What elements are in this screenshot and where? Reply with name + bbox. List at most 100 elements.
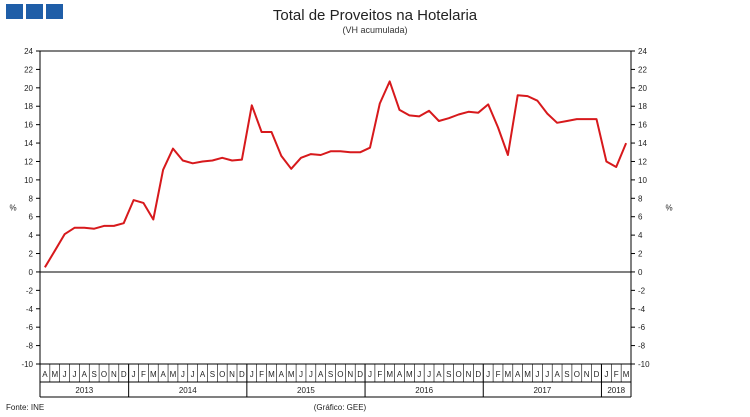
y-tick-label-left: -6 <box>26 323 34 332</box>
y-tick-label-right: 24 <box>638 47 647 56</box>
x-month-label: A <box>515 370 521 379</box>
x-month-label: O <box>337 370 343 379</box>
x-month-label: M <box>386 370 393 379</box>
x-month-label: J <box>72 370 76 379</box>
y-tick-label-right: 16 <box>638 121 647 130</box>
x-month-label: F <box>496 370 501 379</box>
y-axis-label-left: % <box>9 204 16 213</box>
logo-square <box>46 4 63 19</box>
x-month-label: J <box>368 370 372 379</box>
y-tick-label-right: -6 <box>638 323 646 332</box>
y-tick-label-left: 0 <box>29 268 34 277</box>
x-month-label: N <box>466 370 472 379</box>
y-tick-label-right: 12 <box>638 157 647 166</box>
x-year-label: 2016 <box>415 386 433 395</box>
x-month-label: J <box>535 370 539 379</box>
x-month-label: F <box>614 370 619 379</box>
x-month-label: D <box>121 370 127 379</box>
y-tick-label-right: 8 <box>638 194 643 203</box>
logo-square <box>26 4 43 19</box>
x-month-label: J <box>132 370 136 379</box>
chart-title: Total de Proveitos na Hotelaria <box>272 7 478 24</box>
y-tick-label-left: 24 <box>24 47 33 56</box>
ine-logo-icon <box>6 4 63 19</box>
x-month-label: F <box>141 370 146 379</box>
x-month-label: O <box>574 370 580 379</box>
x-month-label: F <box>259 370 264 379</box>
x-month-label: D <box>239 370 245 379</box>
x-month-label: N <box>347 370 353 379</box>
x-month-label: J <box>604 370 608 379</box>
y-tick-label-right: 6 <box>638 213 643 222</box>
y-tick-label-right: 14 <box>638 139 647 148</box>
chart-subtitle: (VH acumulada) <box>342 25 408 35</box>
y-tick-label-left: 8 <box>29 194 34 203</box>
logo-square <box>6 4 23 19</box>
y-tick-label-right: -2 <box>638 286 646 295</box>
x-month-label: A <box>200 370 206 379</box>
x-month-label: M <box>505 370 512 379</box>
x-month-label: D <box>357 370 363 379</box>
x-month-label: A <box>554 370 560 379</box>
x-month-label: N <box>111 370 117 379</box>
x-month-label: A <box>160 370 166 379</box>
y-tick-label-left: 2 <box>29 250 34 259</box>
y-tick-label-left: -2 <box>26 286 34 295</box>
y-tick-label-left: -8 <box>26 342 34 351</box>
x-year-label: 2017 <box>533 386 551 395</box>
x-month-label: N <box>584 370 590 379</box>
x-month-label: A <box>436 370 442 379</box>
x-month-label: M <box>268 370 275 379</box>
x-month-label: F <box>377 370 382 379</box>
y-tick-label-left: 6 <box>29 213 34 222</box>
x-month-label: D <box>594 370 600 379</box>
y-tick-label-right: 18 <box>638 102 647 111</box>
x-month-label: M <box>288 370 295 379</box>
y-tick-label-right: 4 <box>638 231 643 240</box>
x-month-label: J <box>545 370 549 379</box>
x-month-label: J <box>299 370 303 379</box>
y-tick-label-left: -10 <box>21 360 33 369</box>
y-tick-label-left: 18 <box>24 102 33 111</box>
x-month-label: J <box>417 370 421 379</box>
x-month-label: A <box>42 370 48 379</box>
x-month-label: O <box>101 370 107 379</box>
y-tick-label-right: 20 <box>638 84 647 93</box>
y-tick-label-left: 10 <box>24 176 33 185</box>
y-axis-label-right: % <box>665 204 672 213</box>
x-month-label: A <box>318 370 324 379</box>
x-year-label: 2015 <box>297 386 315 395</box>
y-tick-label-left: 20 <box>24 84 33 93</box>
x-month-label: M <box>51 370 58 379</box>
x-year-label: 2018 <box>607 386 625 395</box>
y-tick-label-left: 4 <box>29 231 34 240</box>
x-month-label: S <box>92 370 97 379</box>
x-month-label: O <box>456 370 462 379</box>
series-line <box>44 80 628 268</box>
y-tick-label-right: -10 <box>638 360 650 369</box>
source-note: Fonte: INE <box>6 403 45 412</box>
y-tick-label-right: -4 <box>638 305 646 314</box>
x-month-label: M <box>406 370 413 379</box>
x-month-label: J <box>181 370 185 379</box>
y-tick-label-right: 2 <box>638 250 643 259</box>
x-month-label: M <box>170 370 177 379</box>
y-tick-label-right: -8 <box>638 342 646 351</box>
x-year-label: 2013 <box>75 386 93 395</box>
y-tick-label-left: 22 <box>24 65 33 74</box>
x-month-label: O <box>219 370 225 379</box>
x-month-label: J <box>191 370 195 379</box>
x-month-label: M <box>524 370 531 379</box>
x-month-label: D <box>475 370 481 379</box>
x-month-label: J <box>309 370 313 379</box>
x-month-label: J <box>427 370 431 379</box>
x-month-label: A <box>279 370 285 379</box>
credit-note: (Gráfico: GEE) <box>313 403 367 412</box>
x-month-label: J <box>63 370 67 379</box>
y-tick-label-right: 10 <box>638 176 647 185</box>
x-month-label: J <box>250 370 254 379</box>
x-year-label: 2014 <box>179 386 197 395</box>
x-month-label: A <box>397 370 403 379</box>
y-tick-label-left: 12 <box>24 157 33 166</box>
